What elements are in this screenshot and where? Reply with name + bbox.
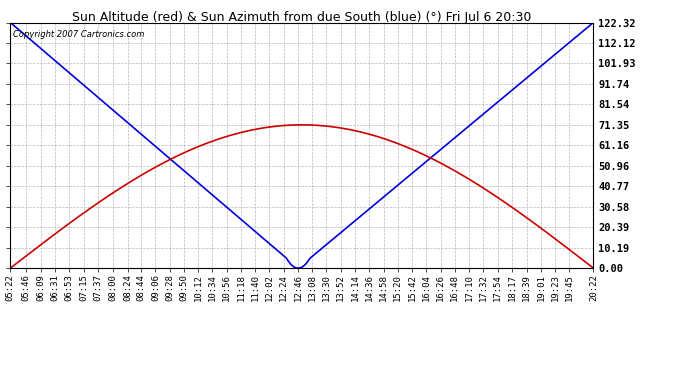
Text: Sun Altitude (red) & Sun Azimuth from due South (blue) (°) Fri Jul 6 20:30: Sun Altitude (red) & Sun Azimuth from du… [72,11,531,24]
Text: Copyright 2007 Cartronics.com: Copyright 2007 Cartronics.com [13,30,145,39]
